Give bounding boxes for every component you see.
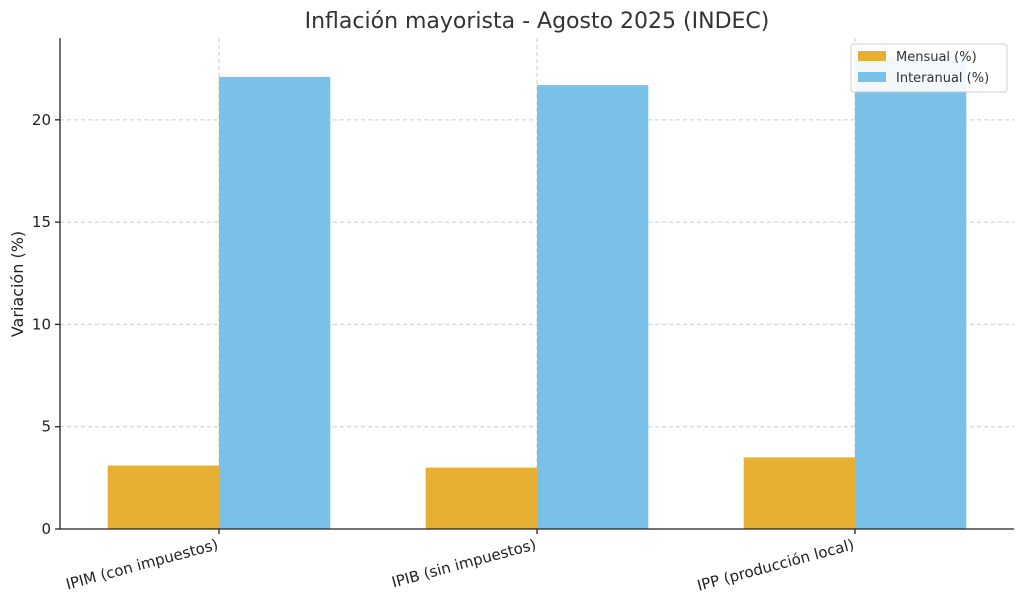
y-ticks: 0 5 10 15 20: [32, 111, 60, 538]
y-axis-label: Variación (%): [8, 231, 27, 337]
legend-box: [850, 43, 1008, 93]
x-tick-label: IPIB (sin impuestos): [390, 535, 538, 591]
y-tick-label: 5: [41, 418, 51, 436]
legend-swatch-mensual: [858, 51, 886, 61]
y-tick-label: 15: [32, 213, 51, 231]
y-tick-label: 0: [41, 520, 51, 538]
chart-title: Inflación mayorista - Agosto 2025 (INDEC…: [305, 9, 770, 34]
x-ticks: IPIM (con impuestos) IPIB (sin impuestos)…: [64, 529, 856, 595]
bar-interanual-2: [855, 56, 967, 529]
y-tick-label: 10: [32, 315, 51, 333]
x-tick-label: IPP (producción local): [695, 535, 856, 594]
bar-mensual-1: [425, 467, 537, 529]
legend-label-mensual: Mensual (%): [896, 50, 977, 65]
x-tick-label: IPIM (con impuestos): [64, 535, 220, 593]
legend-label-interanual: Interanual (%): [896, 71, 989, 86]
bar-mensual-2: [743, 457, 855, 529]
legend-swatch-interanual: [858, 72, 886, 82]
y-tick-label: 20: [32, 111, 51, 129]
bar-mensual-0: [107, 465, 219, 529]
legend: Mensual (%) Interanual (%): [850, 43, 1008, 93]
bars: [107, 56, 967, 529]
bar-interanual-0: [219, 76, 331, 529]
bar-interanual-1: [537, 85, 649, 529]
